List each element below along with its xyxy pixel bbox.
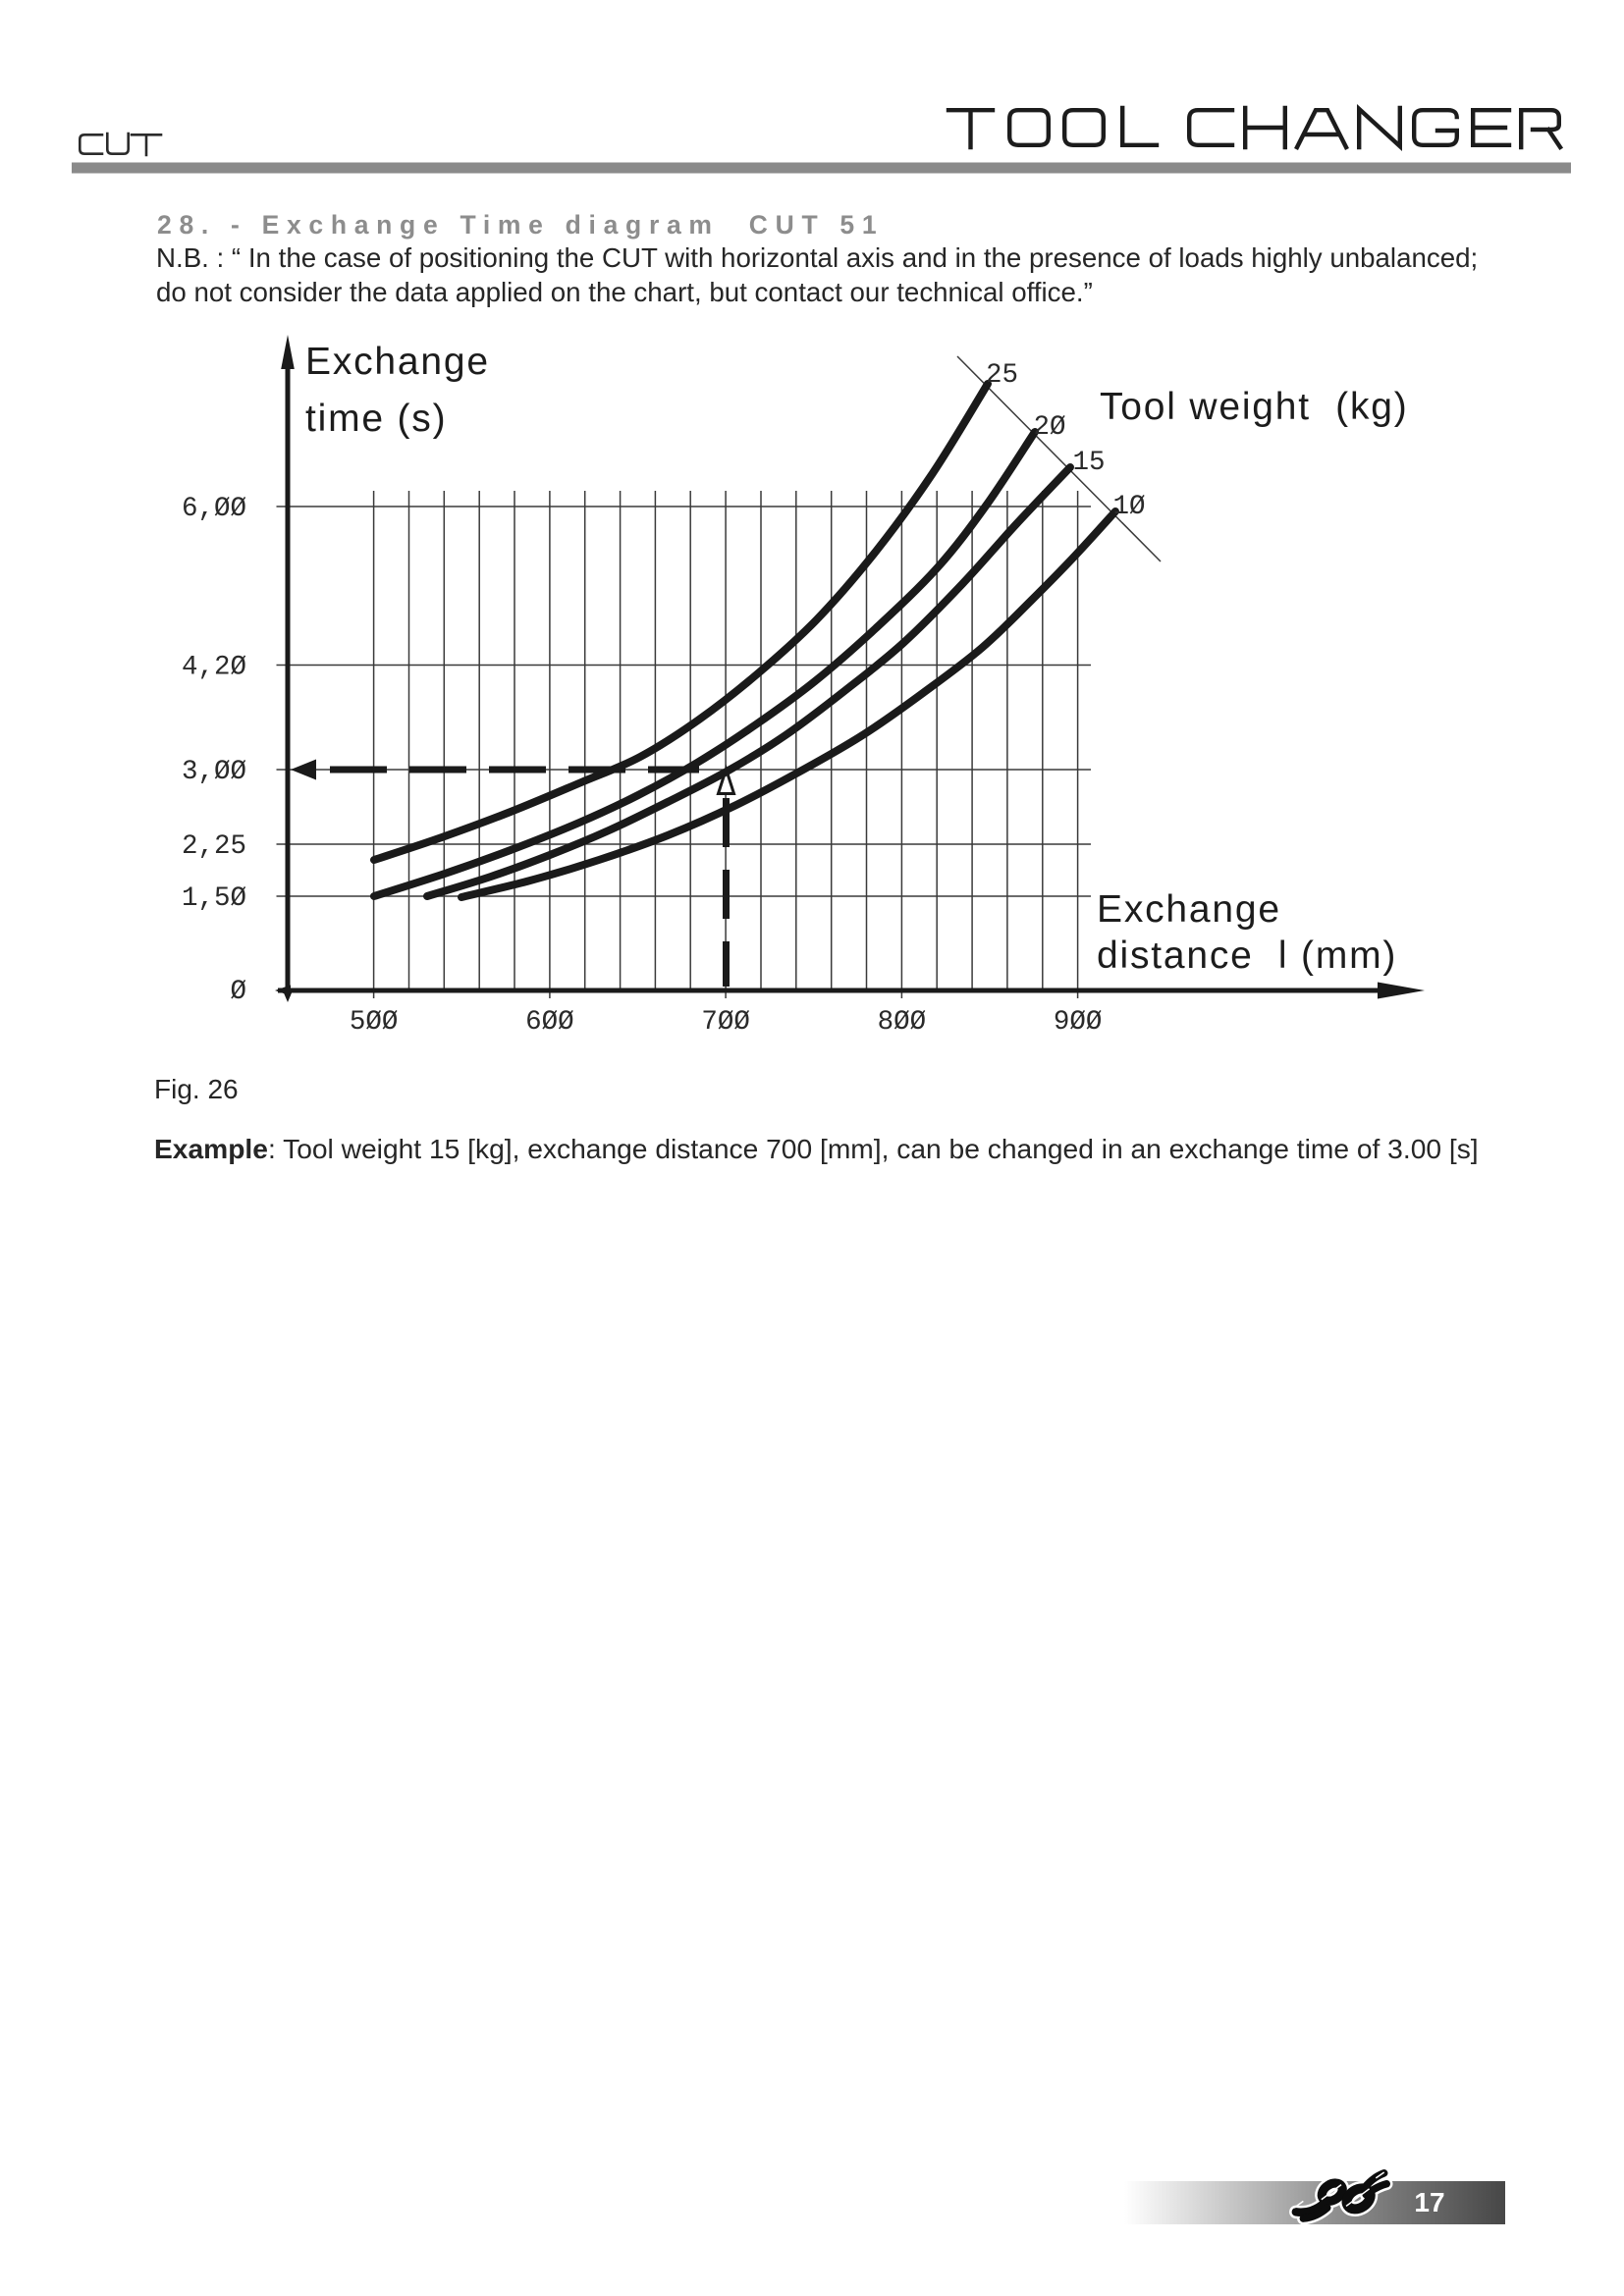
svg-text:time (s): time (s) <box>305 398 447 440</box>
svg-text:15: 15 <box>1072 448 1105 478</box>
svg-text:6,ØØ: 6,ØØ <box>182 494 246 524</box>
svg-text:25: 25 <box>986 360 1018 391</box>
svg-text:Tool weight (kg): Tool weight (kg) <box>1100 386 1409 428</box>
svg-text:do not consider the data appli: do not consider the data applied on the … <box>156 277 1093 307</box>
svg-text:4,2Ø: 4,2Ø <box>182 653 246 683</box>
svg-text:5ØØ: 5ØØ <box>350 1007 399 1038</box>
svg-text:6ØØ: 6ØØ <box>525 1007 574 1038</box>
svg-text:Exchange: Exchange <box>1097 888 1281 931</box>
svg-text:distance l (mm): distance l (mm) <box>1097 934 1397 977</box>
svg-text:1Ø: 1Ø <box>1112 492 1145 522</box>
svg-text:9ØØ: 9ØØ <box>1054 1007 1103 1038</box>
svg-text:17: 17 <box>1414 2187 1444 2217</box>
svg-text:1,5Ø: 1,5Ø <box>182 883 246 914</box>
svg-text:28. - Exchange Time diagram C: 28. - Exchange Time diagram CUT 51 <box>157 210 884 240</box>
svg-text:8ØØ: 8ØØ <box>878 1007 927 1038</box>
svg-text:7ØØ: 7ØØ <box>701 1007 750 1038</box>
svg-text:2,25: 2,25 <box>182 831 246 862</box>
svg-text:3,ØØ: 3,ØØ <box>182 757 246 787</box>
svg-text:Example: Tool weight 15 [kg],: Example: Tool weight 15 [kg], exchange d… <box>154 1133 1479 1164</box>
svg-text:N.B. : “ In the case of positi: N.B. : “ In the case of positioning the … <box>156 242 1478 273</box>
svg-text:Fig. 26: Fig. 26 <box>154 1074 239 1104</box>
svg-text:2Ø: 2Ø <box>1033 412 1065 443</box>
svg-text:Ø: Ø <box>230 977 246 1007</box>
svg-text:Exchange: Exchange <box>305 341 490 383</box>
